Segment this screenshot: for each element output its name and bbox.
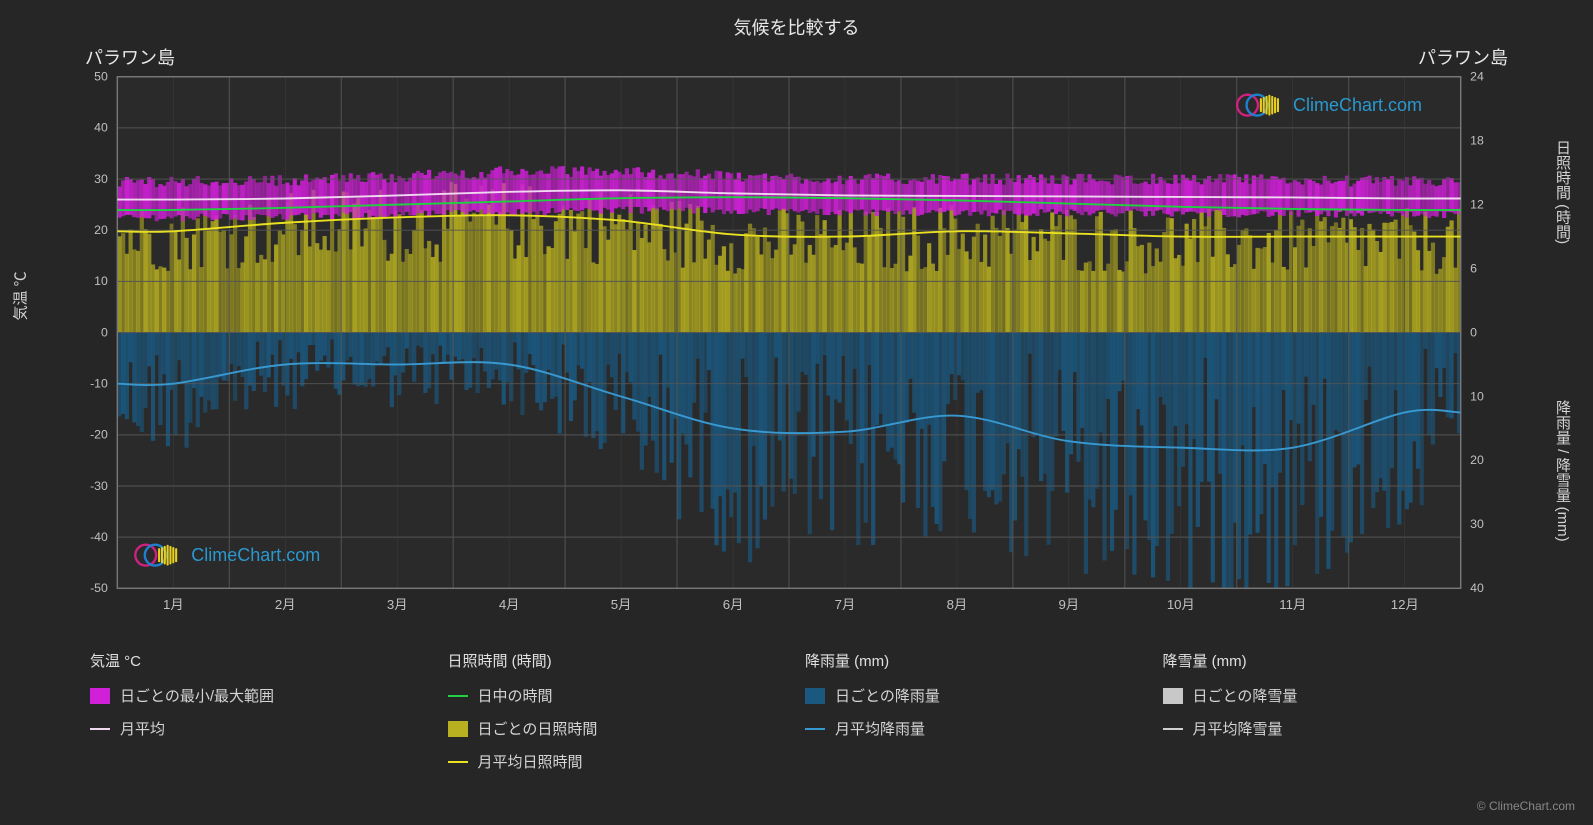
svg-text:7月: 7月 [835,597,856,612]
chart-title: 気候を比較する [0,0,1593,40]
legend-label: 月平均降雨量 [835,718,925,739]
legend-label: 月平均 [120,718,165,739]
legend-item: 日ごとの降雨量 [805,685,1133,706]
y-axis-right-bottom-label: 降雨量 / 降雪量 (mm) [1552,400,1573,542]
svg-text:24: 24 [1470,72,1484,84]
svg-text:50: 50 [94,72,108,84]
legend-item: 日ごとの最小/最大範囲 [90,685,418,706]
svg-text:-20: -20 [90,428,108,442]
legend-col: 降雪量 (mm) 日ごとの降雪量月平均降雪量 [1163,650,1491,784]
svg-text:2月: 2月 [275,597,296,612]
svg-text:18: 18 [1470,133,1484,147]
legend-item: 日中の時間 [448,685,776,706]
legend-item: 月平均降雪量 [1163,718,1491,739]
svg-text:20: 20 [94,223,108,237]
svg-text:30: 30 [94,172,108,186]
svg-text:0: 0 [101,325,108,339]
svg-text:40: 40 [94,121,108,135]
location-label-right: パラワン島 [1418,44,1508,70]
svg-text:ClimeChart.com: ClimeChart.com [1293,95,1422,115]
svg-text:-50: -50 [90,581,108,595]
svg-text:12月: 12月 [1391,597,1419,612]
swatch-box-icon [805,688,825,704]
svg-text:3月: 3月 [387,597,408,612]
svg-text:4月: 4月 [499,597,520,612]
legend-item: 月平均降雨量 [805,718,1133,739]
svg-text:1月: 1月 [163,597,184,612]
swatch-line-icon [448,761,468,763]
location-label-left: パラワン島 [85,44,175,70]
legend-item: 月平均日照時間 [448,751,776,772]
swatch-box-icon [448,721,468,737]
legend-label: 日ごとの日照時間 [478,718,598,739]
svg-text:6: 6 [1470,261,1477,275]
swatch-box-icon [1163,688,1183,704]
legend-label: 月平均日照時間 [478,751,583,772]
svg-text:12: 12 [1470,197,1484,211]
legend-heading: 日照時間 (時間) [448,650,776,671]
copyright-text: © ClimeChart.com [1477,799,1575,813]
legend-item: 日ごとの降雪量 [1163,685,1491,706]
y-axis-right-top-label: 日照時間 (時間) [1552,140,1573,244]
svg-text:8月: 8月 [947,597,968,612]
legend-heading: 気温 °C [90,650,418,671]
legend-col: 気温 °C 日ごとの最小/最大範囲月平均 [90,650,418,784]
svg-text:20: 20 [1470,453,1484,467]
legend-label: 日中の時間 [478,685,553,706]
svg-text:30: 30 [1470,517,1484,531]
svg-text:6月: 6月 [723,597,744,612]
legend: 気温 °C 日ごとの最小/最大範囲月平均 日照時間 (時間) 日中の時間日ごとの日照時… [90,650,1490,784]
legend-item: 月平均 [90,718,418,739]
svg-text:10月: 10月 [1167,597,1195,612]
legend-col: 日照時間 (時間) 日中の時間日ごとの日照時間月平均日照時間 [448,650,776,784]
swatch-line-icon [448,695,468,697]
svg-text:9月: 9月 [1059,597,1080,612]
legend-label: 日ごとの降雨量 [835,685,940,706]
swatch-line-icon [805,728,825,730]
legend-col: 降雨量 (mm) 日ごとの降雨量月平均降雨量 [805,650,1133,784]
y-axis-left-label: 気温 ℃ [10,271,31,320]
legend-label: 日ごとの降雪量 [1193,685,1298,706]
svg-text:11月: 11月 [1279,597,1306,612]
legend-heading: 降雪量 (mm) [1163,650,1491,671]
swatch-line-icon [90,728,110,730]
chart-plot-area: 50 40 30 20 10 0 -10 -20 -30 -40 -50 24 18 12 6 0 10 20 30… [80,72,1498,612]
svg-text:10: 10 [1470,389,1484,403]
svg-text:-40: -40 [90,530,108,544]
legend-label: 日ごとの最小/最大範囲 [120,685,274,706]
swatch-box-icon [90,688,110,704]
svg-text:0: 0 [1470,325,1477,339]
svg-text:10: 10 [94,274,108,288]
svg-text:ClimeChart.com: ClimeChart.com [191,545,320,565]
svg-text:5月: 5月 [611,597,632,612]
legend-label: 月平均降雪量 [1193,718,1283,739]
chart-svg: 50 40 30 20 10 0 -10 -20 -30 -40 -50 24 18 12 6 0 10 20 30… [80,72,1498,612]
svg-text:-10: -10 [90,376,108,390]
legend-item: 日ごとの日照時間 [448,718,776,739]
svg-text:-30: -30 [90,479,108,493]
svg-text:40: 40 [1470,581,1484,595]
swatch-line-icon [1163,728,1183,730]
legend-heading: 降雨量 (mm) [805,650,1133,671]
